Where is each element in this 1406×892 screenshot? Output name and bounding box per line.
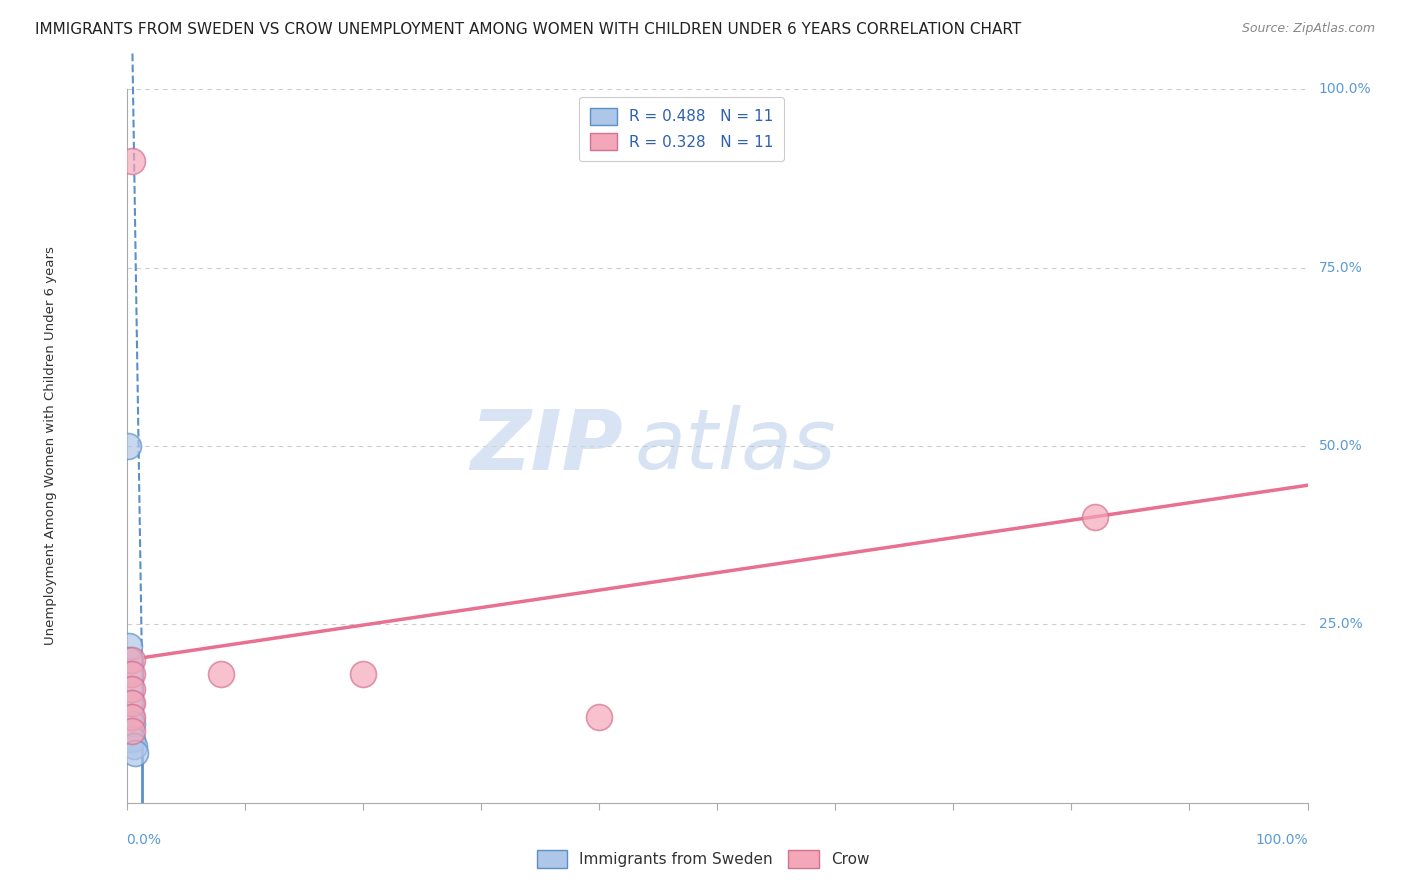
Point (121, 153, 143, 168)
Text: Source: ZipAtlas.com: Source: ZipAtlas.com (1241, 22, 1375, 36)
Point (124, 746, 146, 760)
Text: 0.0%: 0.0% (127, 833, 162, 847)
Point (352, 667, 374, 681)
Text: 100.0%: 100.0% (1256, 833, 1308, 847)
Point (117, 439, 139, 453)
Point (121, 717, 143, 731)
Text: 75.0%: 75.0% (1319, 260, 1362, 275)
Point (120, 667, 142, 681)
Point (209, 667, 232, 681)
Point (120, 696, 142, 710)
Text: 50.0%: 50.0% (1319, 439, 1362, 453)
Point (120, 681, 142, 696)
Text: ZIP: ZIP (470, 406, 623, 486)
Point (1084, 510, 1107, 524)
Point (121, 696, 143, 710)
Text: IMMIGRANTS FROM SWEDEN VS CROW UNEMPLOYMENT AMONG WOMEN WITH CHILDREN UNDER 6 YE: IMMIGRANTS FROM SWEDEN VS CROW UNEMPLOYM… (35, 22, 1021, 37)
Legend: R = 0.488   N = 11, R = 0.328   N = 11: R = 0.488 N = 11, R = 0.328 N = 11 (579, 97, 785, 161)
Text: 25.0%: 25.0% (1319, 617, 1362, 632)
Point (121, 653, 143, 667)
Text: Unemployment Among Women with Children Under 6 years: Unemployment Among Women with Children U… (44, 246, 56, 646)
Point (118, 653, 141, 667)
Point (120, 710, 142, 724)
Text: 100.0%: 100.0% (1319, 82, 1371, 96)
Point (122, 739, 145, 753)
Text: atlas: atlas (634, 406, 837, 486)
Point (118, 639, 141, 653)
Point (121, 667, 143, 681)
Point (121, 681, 143, 696)
Point (121, 731, 143, 746)
Legend: Immigrants from Sweden, Crow: Immigrants from Sweden, Crow (529, 843, 877, 875)
Point (121, 724, 143, 739)
Point (588, 710, 610, 724)
Point (121, 710, 143, 724)
